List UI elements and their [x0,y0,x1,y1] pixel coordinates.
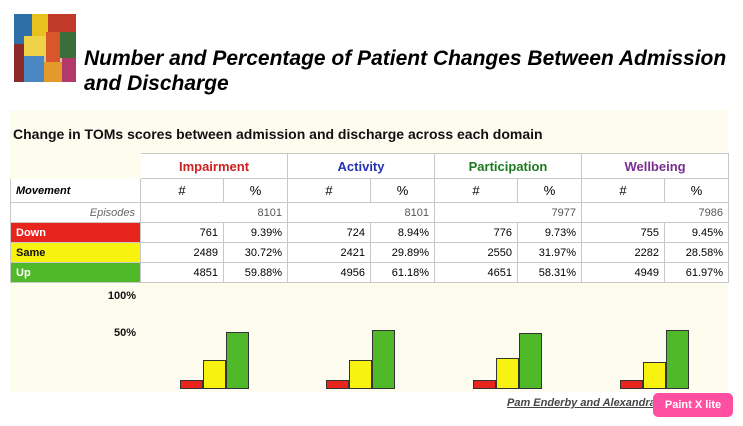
count-header: # [287,178,372,203]
axis-label-50: 50% [113,327,136,339]
chart-bar-same [349,360,372,389]
chart-bar-up [666,330,689,389]
down-percent: 9.39% [222,222,289,243]
watermark-badge: Paint X lite [653,393,733,417]
down-count: 776 [434,222,519,243]
count-header: # [434,178,519,203]
same-count: 2550 [434,242,519,263]
same-count: 2489 [140,242,224,263]
down-percent: 8.94% [370,222,436,243]
down-count: 755 [581,222,666,243]
domain-header-wellbeing: Wellbeing [581,153,730,179]
up-percent: 61.18% [370,262,436,283]
up-count: 4956 [287,262,372,283]
toms-table: Impairment Activity Participation Wellbe… [10,153,730,283]
up-percent: 59.88% [222,262,289,283]
same-percent: 31.97% [517,242,583,263]
same-count: 2282 [581,242,666,263]
down-count: 724 [287,222,372,243]
count-header: # [581,178,666,203]
axis-label-100: 100% [107,290,136,302]
same-percent: 29.89% [370,242,436,263]
chart-bar-down [180,380,203,389]
percent-header: % [370,178,436,203]
percent-header: % [222,178,289,203]
chart-bar-down [620,380,643,389]
down-label: Down [10,222,141,243]
chart-bar-same [203,360,226,389]
down-row: Down 761 9.39% 724 8.94% 776 9.73% 755 9… [10,222,730,243]
episodes-label: Episodes [10,202,141,223]
chart-bar-down [473,380,496,389]
episodes-value: 8101 [287,202,436,223]
episodes-row: Episodes 8101 8101 7977 7986 [10,202,730,223]
up-count: 4651 [434,262,519,283]
same-percent: 30.72% [222,242,289,263]
domain-header-impairment: Impairment [139,153,289,179]
episodes-value: 7986 [581,202,730,223]
table-subtitle: Change in TOMs scores between admission … [13,126,543,142]
percent-header: % [664,178,730,203]
chart-bar-same [643,362,666,389]
page-title: Number and Percentage of Patient Changes… [84,47,727,95]
same-row: Same 2489 30.72% 2421 29.89% 2550 31.97%… [10,242,730,263]
down-percent: 9.73% [517,222,583,243]
down-count: 761 [140,222,224,243]
up-count: 4851 [140,262,224,283]
episodes-value: 7977 [434,202,583,223]
chart-bar-up [372,330,395,389]
chart-bar-down [326,380,349,389]
movement-header: Movement [10,178,141,203]
percent-header: % [517,178,583,203]
count-header: # [140,178,224,203]
same-count: 2421 [287,242,372,263]
chart-bar-same [496,358,519,389]
episodes-value: 8101 [139,202,289,223]
same-percent: 28.58% [664,242,730,263]
chart-bar-up [519,333,542,389]
domain-header-row: Impairment Activity Participation Wellbe… [10,153,730,179]
down-percent: 9.45% [664,222,730,243]
up-percent: 61.97% [664,262,730,283]
abstract-art-logo [14,14,76,82]
up-label: Up [10,262,141,283]
up-percent: 58.31% [517,262,583,283]
author-credit: Pam Enderby and Alexandra [507,397,656,409]
domain-header-activity: Activity [287,153,436,179]
up-row: Up 4851 59.88% 4956 61.18% 4651 58.31% 4… [10,262,730,283]
up-count: 4949 [581,262,666,283]
chart-bar-up [226,332,249,389]
column-header-row: Movement # % # % # % # % [10,178,730,203]
same-label: Same [10,242,141,263]
domain-header-participation: Participation [434,153,583,179]
